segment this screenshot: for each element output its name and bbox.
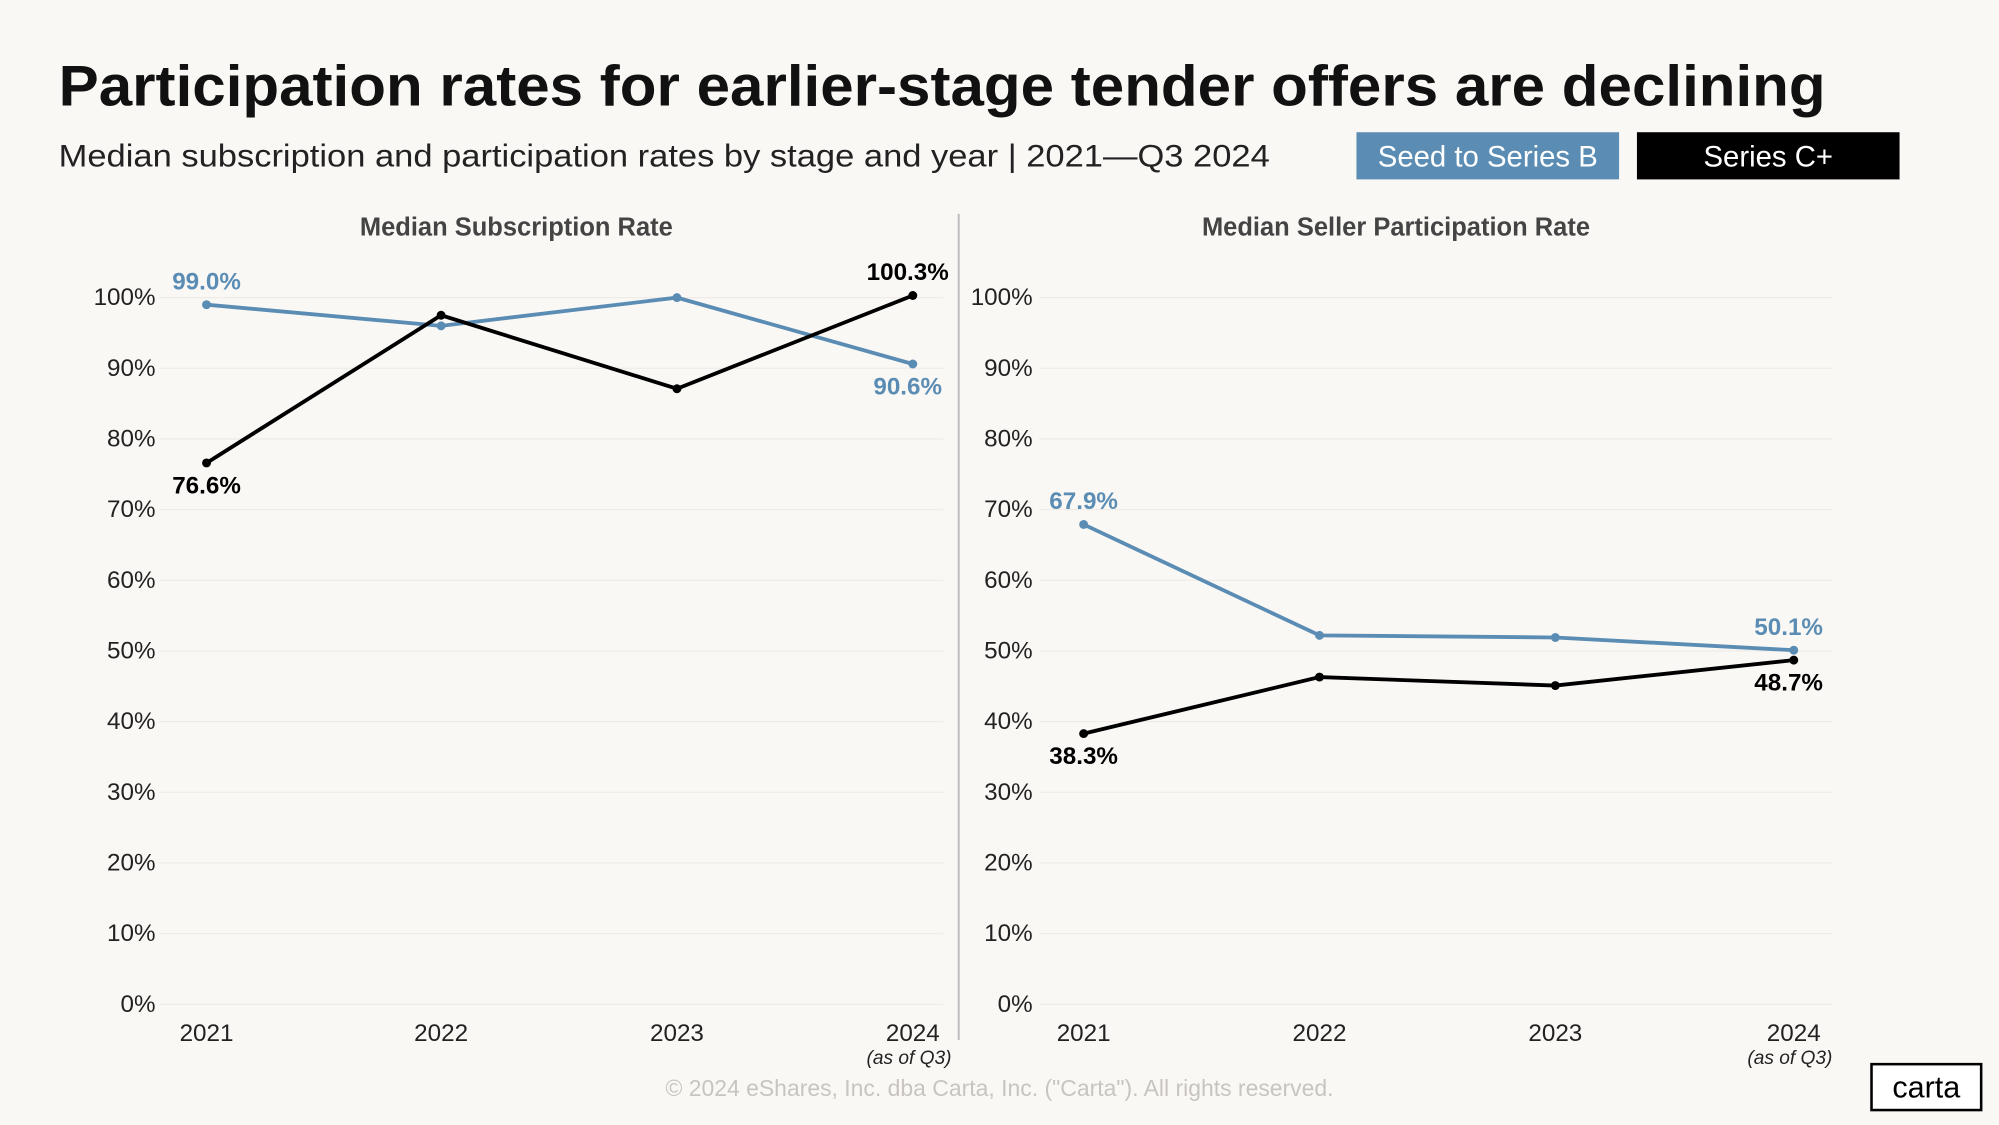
logo-box bbox=[1870, 1062, 1983, 1112]
y-tick-label: 50% bbox=[107, 638, 155, 665]
y-tick-label: 10% bbox=[107, 920, 155, 947]
y-tick-label: 40% bbox=[107, 708, 155, 735]
data-label: 100.3% bbox=[867, 259, 949, 286]
data-point bbox=[908, 359, 918, 369]
y-tick-label: 60% bbox=[984, 567, 1032, 594]
series-line bbox=[1083, 658, 1794, 736]
y-tick-label: 60% bbox=[107, 567, 155, 594]
legend-swatch bbox=[1356, 132, 1620, 180]
data-point bbox=[202, 458, 211, 468]
data-label: 50.1% bbox=[1754, 614, 1823, 641]
x-note: (as of Q3) bbox=[1747, 1048, 1832, 1069]
y-tick-label: 100% bbox=[94, 284, 156, 311]
legend-label: Series C+ bbox=[1703, 141, 1833, 174]
x-note: (as of Q3) bbox=[866, 1048, 951, 1069]
y-tick-label: 70% bbox=[107, 496, 155, 523]
data-point bbox=[908, 291, 918, 300]
y-tick-label: 100% bbox=[971, 284, 1033, 311]
footer: © 2024 eShares, Inc. dba Carta, Inc. ("C… bbox=[665, 1075, 1333, 1101]
data-point bbox=[1550, 681, 1560, 691]
data-point bbox=[1315, 630, 1324, 640]
series-line bbox=[205, 293, 914, 465]
y-tick-label: 80% bbox=[107, 426, 155, 453]
x-tick-label: 2021 bbox=[1057, 1020, 1111, 1047]
data-label: 67.9% bbox=[1049, 488, 1118, 515]
data-label: 99.0% bbox=[172, 268, 241, 295]
data-label: 76.6% bbox=[172, 473, 241, 500]
data-point bbox=[1550, 633, 1560, 642]
x-tick-label: 2023 bbox=[650, 1020, 704, 1047]
y-tick-label: 80% bbox=[984, 426, 1032, 453]
data-point bbox=[1789, 655, 1799, 665]
y-tick-label: 0% bbox=[998, 991, 1033, 1018]
data-point bbox=[1079, 519, 1089, 529]
chart-title: Median Seller Participation Rate bbox=[1202, 213, 1590, 241]
x-tick-label: 2024 bbox=[886, 1020, 940, 1047]
data-point bbox=[1315, 672, 1324, 682]
data-label: 90.6% bbox=[873, 374, 942, 401]
y-tick-label: 10% bbox=[984, 920, 1032, 947]
chart-title: Median Subscription Rate bbox=[360, 213, 673, 241]
y-tick-label: 30% bbox=[984, 779, 1032, 806]
x-tick-label: 2022 bbox=[1293, 1020, 1347, 1047]
data-point bbox=[672, 293, 682, 303]
series-line bbox=[1082, 522, 1794, 653]
data-point bbox=[1079, 729, 1089, 739]
y-tick-label: 70% bbox=[984, 496, 1032, 523]
x-tick-label: 2024 bbox=[1767, 1020, 1821, 1047]
page-subtitle: Median subscription and participation ra… bbox=[59, 138, 1270, 174]
y-tick-label: 20% bbox=[107, 850, 155, 877]
logo: carta bbox=[1892, 1070, 1960, 1104]
x-tick-label: 2023 bbox=[1528, 1020, 1582, 1047]
y-tick-label: 90% bbox=[984, 355, 1032, 382]
data-point bbox=[202, 300, 211, 310]
data-point bbox=[436, 321, 446, 331]
page-title: Participation rates for earlier-stage te… bbox=[59, 54, 1826, 118]
y-tick-label: 50% bbox=[984, 638, 1032, 665]
y-tick-label: 0% bbox=[121, 991, 156, 1018]
series-line bbox=[206, 295, 914, 366]
data-label: 38.3% bbox=[1049, 743, 1118, 770]
legend-swatch bbox=[1636, 132, 1900, 180]
y-tick-label: 20% bbox=[984, 850, 1032, 877]
data-label: 48.7% bbox=[1754, 670, 1823, 697]
x-tick-label: 2021 bbox=[180, 1020, 234, 1047]
y-tick-label: 30% bbox=[107, 779, 155, 806]
legend-label: Seed to Series B bbox=[1378, 141, 1598, 174]
data-point bbox=[672, 384, 682, 394]
data-point bbox=[1789, 645, 1799, 655]
y-tick-label: 40% bbox=[984, 708, 1032, 735]
y-tick-label: 90% bbox=[107, 355, 155, 382]
data-point bbox=[436, 310, 446, 320]
x-tick-label: 2022 bbox=[414, 1020, 468, 1047]
